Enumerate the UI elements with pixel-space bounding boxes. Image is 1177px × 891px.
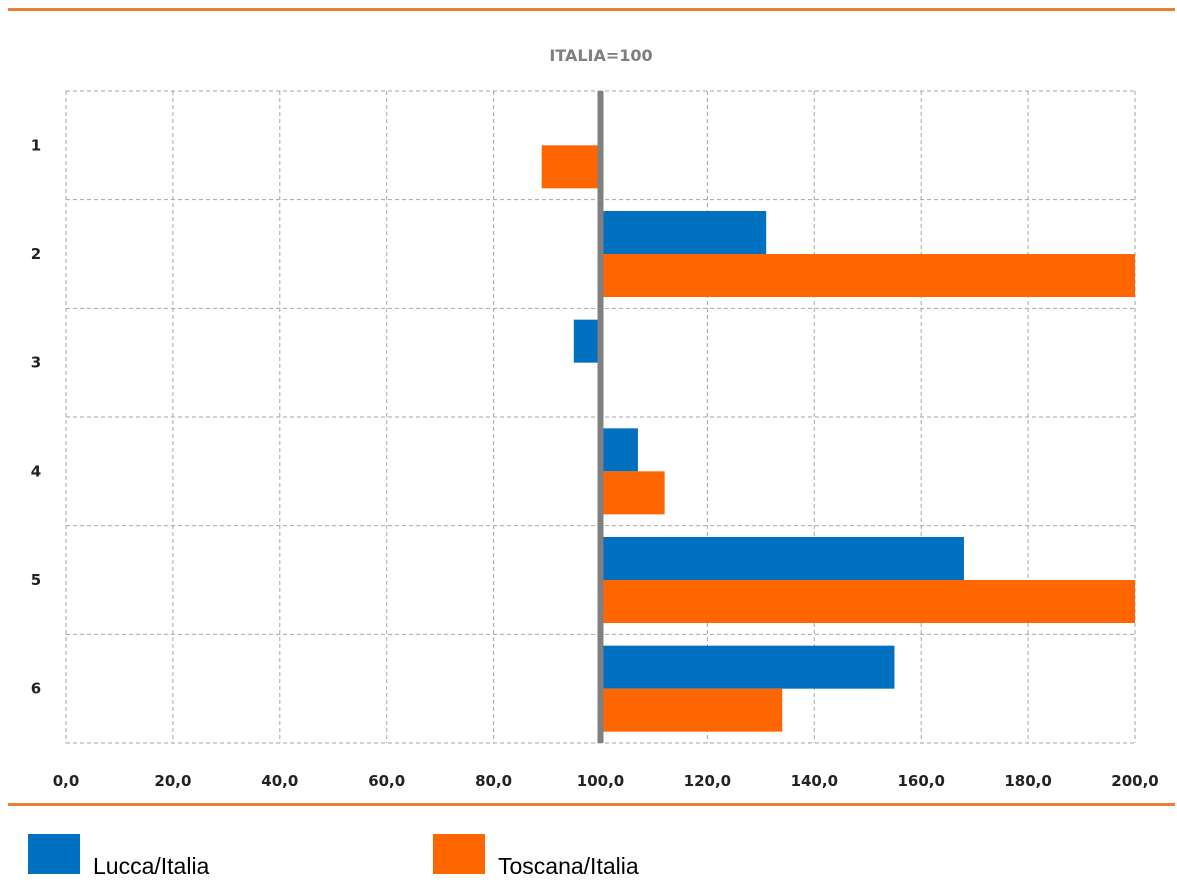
- x-tick-label: 40,0: [261, 772, 298, 790]
- bar-toscana-6: [600, 688, 783, 732]
- bar-lucca-5: [600, 537, 964, 580]
- bar-lucca-4: [600, 428, 638, 472]
- x-tick-label: 160,0: [897, 772, 944, 790]
- bar-toscana-4: [600, 471, 665, 515]
- category-label: 5: [31, 571, 41, 589]
- category-label: 6: [31, 680, 41, 698]
- category-label: 1: [31, 136, 41, 154]
- chart-title: ITALIA=100: [549, 46, 652, 65]
- category-label: 4: [31, 462, 41, 480]
- bars: [541, 145, 1135, 732]
- bar-lucca-6: [600, 645, 895, 689]
- x-tick-label: 180,0: [1004, 772, 1051, 790]
- category-labels: 1 2 3 4 5 6: [31, 136, 41, 697]
- x-tick-label: 0,0: [53, 772, 80, 790]
- top-rule: [8, 8, 1175, 11]
- bar-chart: ITALIA=100 1 2 3 4 5 6 0,0 20,0 40,0 60,0 80,0 100…: [31, 46, 1159, 790]
- bar-lucca-3: [573, 319, 601, 363]
- bar-toscana-1: [541, 145, 601, 189]
- legend-item-toscana: Toscana/Italia: [433, 827, 639, 880]
- legend: Lucca/Italia Toscana/Italia: [0, 827, 1177, 887]
- bar-lucca-2: [600, 211, 767, 254]
- bar-toscana-2: [600, 254, 1135, 297]
- legend-label-toscana: Toscana/Italia: [498, 853, 639, 879]
- x-tick-label: 200,0: [1111, 772, 1158, 790]
- category-label: 3: [31, 354, 41, 372]
- x-tick-label: 60,0: [368, 772, 405, 790]
- legend-swatch-toscana: [433, 833, 485, 874]
- legend-swatch-lucca: [28, 833, 80, 874]
- bottom-rule: [8, 803, 1175, 806]
- x-tick-label: 80,0: [475, 772, 512, 790]
- x-tick-label: 120,0: [684, 772, 731, 790]
- x-tick-label: 140,0: [791, 772, 838, 790]
- legend-item-lucca: Lucca/Italia: [28, 827, 209, 880]
- x-tick-label: 20,0: [154, 772, 191, 790]
- x-tick-label: 100,0: [577, 772, 624, 790]
- x-axis-tick-labels: 0,0 20,0 40,0 60,0 80,0 100,0 120,0 140,0 160,0 1…: [53, 772, 1159, 790]
- bar-toscana-5: [600, 580, 1135, 623]
- category-label: 2: [31, 245, 41, 263]
- legend-label-lucca: Lucca/Italia: [93, 853, 210, 879]
